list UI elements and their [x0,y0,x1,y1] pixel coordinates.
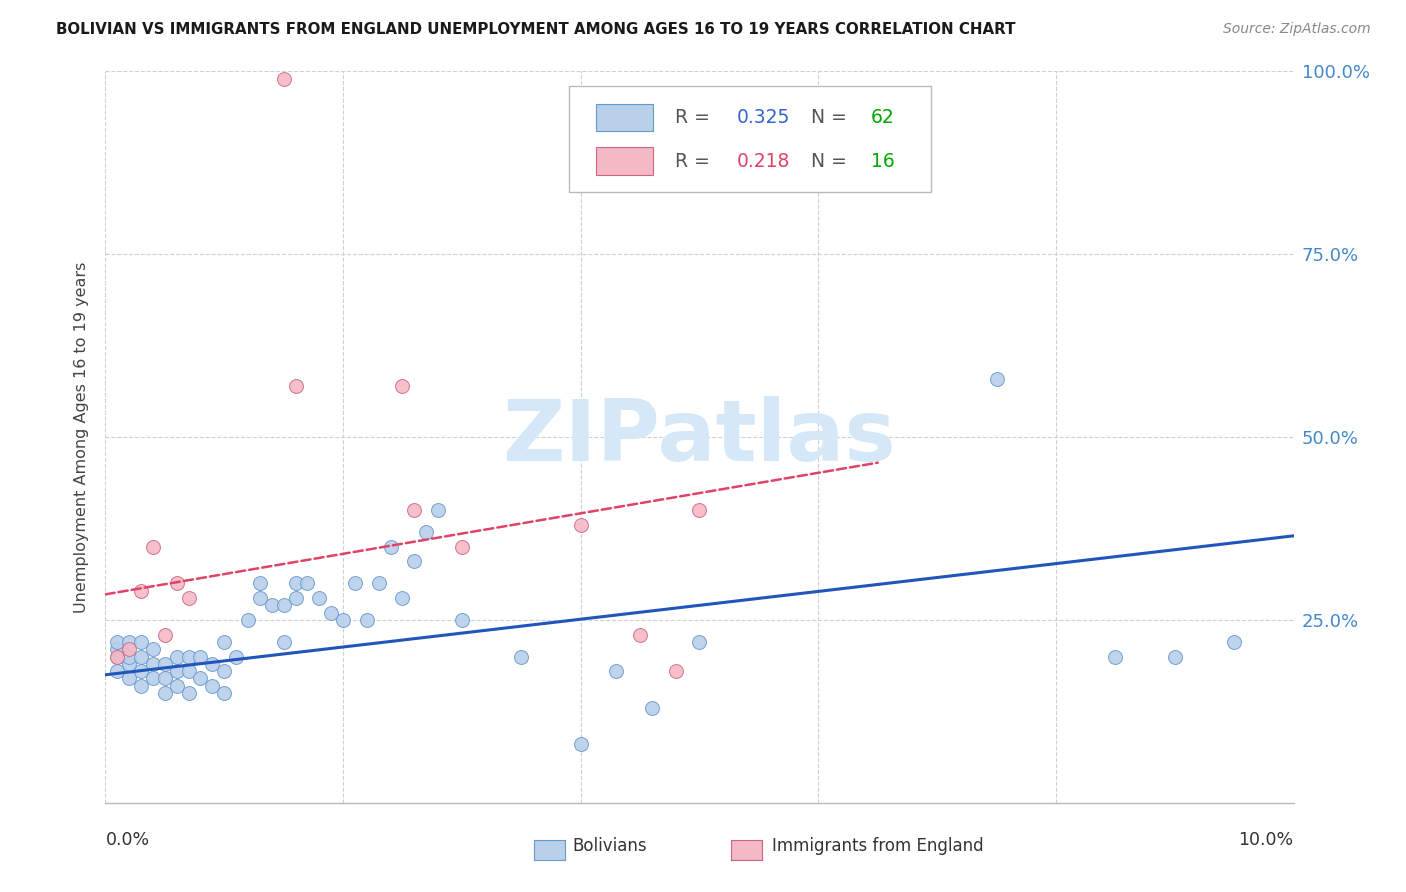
Point [214,686,236,700]
Point [404,554,426,568]
Point [236,613,259,627]
Text: 10.0%: 10.0% [1239,831,1294,849]
Point [284,379,307,393]
Point [129,664,152,678]
Point [332,613,354,627]
Point [391,591,413,605]
FancyBboxPatch shape [569,86,931,192]
Point [510,649,533,664]
Point [273,635,295,649]
Point [118,657,141,671]
Text: 62: 62 [870,108,894,127]
Point [105,664,128,678]
Text: 0.218: 0.218 [737,152,790,171]
Point [142,642,165,657]
Point [129,679,152,693]
Point [273,71,295,86]
Point [260,599,283,613]
Point [201,657,224,671]
FancyBboxPatch shape [596,147,654,175]
Point [225,649,247,664]
Point [118,649,141,664]
Point [391,379,413,393]
Point [214,635,236,649]
Point [665,664,688,678]
Point [118,672,141,686]
Text: N =: N = [811,152,853,171]
Point [450,613,472,627]
Point [177,664,200,678]
Point [177,591,200,605]
Point [214,664,236,678]
Point [415,525,437,540]
Point [166,576,188,591]
FancyBboxPatch shape [596,103,654,131]
Point [605,664,627,678]
Point [166,664,188,678]
Point [153,627,176,641]
Text: 16: 16 [870,152,894,171]
Point [118,642,141,657]
Point [142,672,165,686]
Point [427,503,450,517]
Text: 0.0%: 0.0% [105,831,149,849]
Text: 0.325: 0.325 [737,108,790,127]
Point [308,591,330,605]
Text: R =: R = [675,152,716,171]
Point [1104,649,1126,664]
Point [142,657,165,671]
Point [380,540,402,554]
Point [367,576,389,591]
Point [190,649,212,664]
Point [142,540,165,554]
Point [153,672,176,686]
Point [273,599,295,613]
Point [321,606,343,620]
Point [105,635,128,649]
Text: R =: R = [675,108,716,127]
Point [105,649,128,664]
Point [450,540,472,554]
Point [166,649,188,664]
Point [689,503,711,517]
Point [129,649,152,664]
Point [166,679,188,693]
Point [356,613,378,627]
Point [153,657,176,671]
Point [190,672,212,686]
Point [284,576,307,591]
Point [249,576,271,591]
Point [105,642,128,657]
Point [105,649,128,664]
Point [1164,649,1187,664]
Text: Immigrants from England: Immigrants from England [772,837,984,855]
Point [569,517,592,532]
Text: BOLIVIAN VS IMMIGRANTS FROM ENGLAND UNEMPLOYMENT AMONG AGES 16 TO 19 YEARS CORRE: BOLIVIAN VS IMMIGRANTS FROM ENGLAND UNEM… [56,22,1015,37]
Point [569,737,592,751]
Y-axis label: Unemployment Among Ages 16 to 19 years: Unemployment Among Ages 16 to 19 years [75,261,90,613]
Text: Source: ZipAtlas.com: Source: ZipAtlas.com [1223,22,1371,37]
Point [118,635,141,649]
Point [689,635,711,649]
Point [153,686,176,700]
Point [284,591,307,605]
Point [641,700,664,714]
Point [297,576,319,591]
Point [177,686,200,700]
Point [249,591,271,605]
Point [628,627,651,641]
Point [129,583,152,598]
Point [129,635,152,649]
Text: Bolivians: Bolivians [572,837,647,855]
Point [986,371,1008,385]
Text: N =: N = [811,108,853,127]
Point [1223,635,1246,649]
Point [201,679,224,693]
Text: ZIPatlas: ZIPatlas [502,395,897,479]
Point [404,503,426,517]
Point [177,649,200,664]
Point [343,576,366,591]
